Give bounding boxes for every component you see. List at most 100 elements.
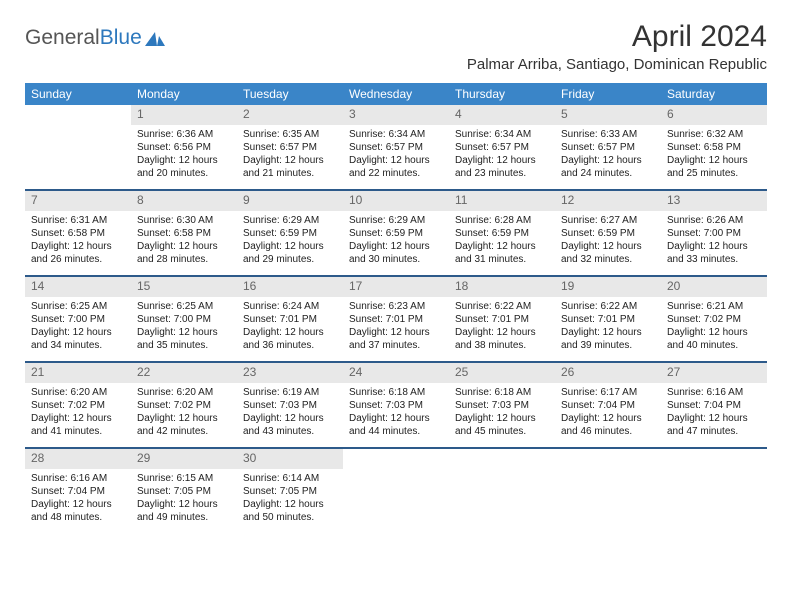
calendar-cell	[25, 105, 131, 189]
daylight-text-2: and 38 minutes.	[455, 339, 549, 352]
daylight-text-2: and 40 minutes.	[667, 339, 761, 352]
daylight-text-1: Daylight: 12 hours	[455, 154, 549, 167]
sunrise-text: Sunrise: 6:22 AM	[455, 300, 549, 313]
daylight-text-2: and 22 minutes.	[349, 167, 443, 180]
cell-body: Sunrise: 6:32 AMSunset: 6:58 PMDaylight:…	[661, 125, 767, 186]
date-number: 4	[449, 105, 555, 125]
sunrise-text: Sunrise: 6:36 AM	[137, 128, 231, 141]
sunset-text: Sunset: 7:00 PM	[667, 227, 761, 240]
date-number: 14	[25, 277, 131, 297]
date-number: 10	[343, 191, 449, 211]
daylight-text-1: Daylight: 12 hours	[137, 240, 231, 253]
calendar-cell: 14Sunrise: 6:25 AMSunset: 7:00 PMDayligh…	[25, 277, 131, 361]
daylight-text-1: Daylight: 12 hours	[31, 326, 125, 339]
daylight-text-2: and 45 minutes.	[455, 425, 549, 438]
daylight-text-1: Daylight: 12 hours	[561, 412, 655, 425]
sunset-text: Sunset: 7:04 PM	[561, 399, 655, 412]
sunset-text: Sunset: 7:05 PM	[137, 485, 231, 498]
date-number: 29	[131, 449, 237, 469]
date-number: 3	[343, 105, 449, 125]
daylight-text-1: Daylight: 12 hours	[455, 326, 549, 339]
sunrise-text: Sunrise: 6:34 AM	[455, 128, 549, 141]
cell-body: Sunrise: 6:20 AMSunset: 7:02 PMDaylight:…	[131, 383, 237, 444]
sunrise-text: Sunrise: 6:32 AM	[667, 128, 761, 141]
daylight-text-1: Daylight: 12 hours	[137, 412, 231, 425]
location: Palmar Arriba, Santiago, Dominican Repub…	[467, 56, 767, 73]
cell-body: Sunrise: 6:16 AMSunset: 7:04 PMDaylight:…	[25, 469, 131, 530]
cell-body: Sunrise: 6:27 AMSunset: 6:59 PMDaylight:…	[555, 211, 661, 272]
calendar-cell: 9Sunrise: 6:29 AMSunset: 6:59 PMDaylight…	[237, 191, 343, 275]
daylight-text-2: and 30 minutes.	[349, 253, 443, 266]
date-number: 16	[237, 277, 343, 297]
sunset-text: Sunset: 7:01 PM	[349, 313, 443, 326]
day-header-sunday: Sunday	[25, 83, 131, 105]
cell-body: Sunrise: 6:20 AMSunset: 7:02 PMDaylight:…	[25, 383, 131, 444]
sunrise-text: Sunrise: 6:16 AM	[31, 472, 125, 485]
daylight-text-1: Daylight: 12 hours	[243, 154, 337, 167]
calendar-cell	[661, 449, 767, 533]
daylight-text-1: Daylight: 12 hours	[561, 326, 655, 339]
daylight-text-1: Daylight: 12 hours	[31, 412, 125, 425]
day-headers: Sunday Monday Tuesday Wednesday Thursday…	[25, 83, 767, 105]
sunrise-text: Sunrise: 6:25 AM	[31, 300, 125, 313]
daylight-text-1: Daylight: 12 hours	[137, 154, 231, 167]
daylight-text-1: Daylight: 12 hours	[349, 412, 443, 425]
cell-body: Sunrise: 6:18 AMSunset: 7:03 PMDaylight:…	[449, 383, 555, 444]
cell-body: Sunrise: 6:24 AMSunset: 7:01 PMDaylight:…	[237, 297, 343, 358]
daylight-text-1: Daylight: 12 hours	[455, 240, 549, 253]
calendar-cell: 15Sunrise: 6:25 AMSunset: 7:00 PMDayligh…	[131, 277, 237, 361]
cell-body: Sunrise: 6:36 AMSunset: 6:56 PMDaylight:…	[131, 125, 237, 186]
day-header-monday: Monday	[131, 83, 237, 105]
sunset-text: Sunset: 7:00 PM	[137, 313, 231, 326]
date-number: 25	[449, 363, 555, 383]
sunrise-text: Sunrise: 6:24 AM	[243, 300, 337, 313]
cell-body: Sunrise: 6:29 AMSunset: 6:59 PMDaylight:…	[343, 211, 449, 272]
sunset-text: Sunset: 6:57 PM	[349, 141, 443, 154]
sunrise-text: Sunrise: 6:18 AM	[349, 386, 443, 399]
calendar: Sunday Monday Tuesday Wednesday Thursday…	[25, 83, 767, 533]
daylight-text-1: Daylight: 12 hours	[137, 498, 231, 511]
date-number: 2	[237, 105, 343, 125]
sunrise-text: Sunrise: 6:20 AM	[31, 386, 125, 399]
cell-body: Sunrise: 6:14 AMSunset: 7:05 PMDaylight:…	[237, 469, 343, 530]
date-number: 26	[555, 363, 661, 383]
sunset-text: Sunset: 7:01 PM	[455, 313, 549, 326]
sunrise-text: Sunrise: 6:19 AM	[243, 386, 337, 399]
date-number: 9	[237, 191, 343, 211]
cell-body: Sunrise: 6:18 AMSunset: 7:03 PMDaylight:…	[343, 383, 449, 444]
cell-body: Sunrise: 6:34 AMSunset: 6:57 PMDaylight:…	[449, 125, 555, 186]
cell-body: Sunrise: 6:23 AMSunset: 7:01 PMDaylight:…	[343, 297, 449, 358]
calendar-cell: 3Sunrise: 6:34 AMSunset: 6:57 PMDaylight…	[343, 105, 449, 189]
daylight-text-2: and 20 minutes.	[137, 167, 231, 180]
daylight-text-1: Daylight: 12 hours	[243, 240, 337, 253]
daylight-text-1: Daylight: 12 hours	[667, 412, 761, 425]
sunrise-text: Sunrise: 6:15 AM	[137, 472, 231, 485]
sunset-text: Sunset: 6:57 PM	[243, 141, 337, 154]
sunset-text: Sunset: 7:03 PM	[349, 399, 443, 412]
cell-body: Sunrise: 6:22 AMSunset: 7:01 PMDaylight:…	[555, 297, 661, 358]
daylight-text-2: and 26 minutes.	[31, 253, 125, 266]
daylight-text-2: and 39 minutes.	[561, 339, 655, 352]
cell-body: Sunrise: 6:16 AMSunset: 7:04 PMDaylight:…	[661, 383, 767, 444]
cell-body: Sunrise: 6:19 AMSunset: 7:03 PMDaylight:…	[237, 383, 343, 444]
date-number: 6	[661, 105, 767, 125]
daylight-text-2: and 25 minutes.	[667, 167, 761, 180]
calendar-cell: 26Sunrise: 6:17 AMSunset: 7:04 PMDayligh…	[555, 363, 661, 447]
logo: GeneralBlue	[25, 26, 165, 50]
sunset-text: Sunset: 7:03 PM	[243, 399, 337, 412]
day-header-wednesday: Wednesday	[343, 83, 449, 105]
cell-body: Sunrise: 6:28 AMSunset: 6:59 PMDaylight:…	[449, 211, 555, 272]
sunrise-text: Sunrise: 6:22 AM	[561, 300, 655, 313]
sunrise-text: Sunrise: 6:18 AM	[455, 386, 549, 399]
triangle-icon	[145, 30, 165, 46]
daylight-text-2: and 37 minutes.	[349, 339, 443, 352]
sunrise-text: Sunrise: 6:21 AM	[667, 300, 761, 313]
sunset-text: Sunset: 7:02 PM	[667, 313, 761, 326]
sunset-text: Sunset: 6:59 PM	[561, 227, 655, 240]
calendar-cell	[343, 449, 449, 533]
cell-body: Sunrise: 6:22 AMSunset: 7:01 PMDaylight:…	[449, 297, 555, 358]
calendar-cell: 12Sunrise: 6:27 AMSunset: 6:59 PMDayligh…	[555, 191, 661, 275]
calendar-cell: 11Sunrise: 6:28 AMSunset: 6:59 PMDayligh…	[449, 191, 555, 275]
cell-body: Sunrise: 6:17 AMSunset: 7:04 PMDaylight:…	[555, 383, 661, 444]
week-row: 28Sunrise: 6:16 AMSunset: 7:04 PMDayligh…	[25, 447, 767, 533]
